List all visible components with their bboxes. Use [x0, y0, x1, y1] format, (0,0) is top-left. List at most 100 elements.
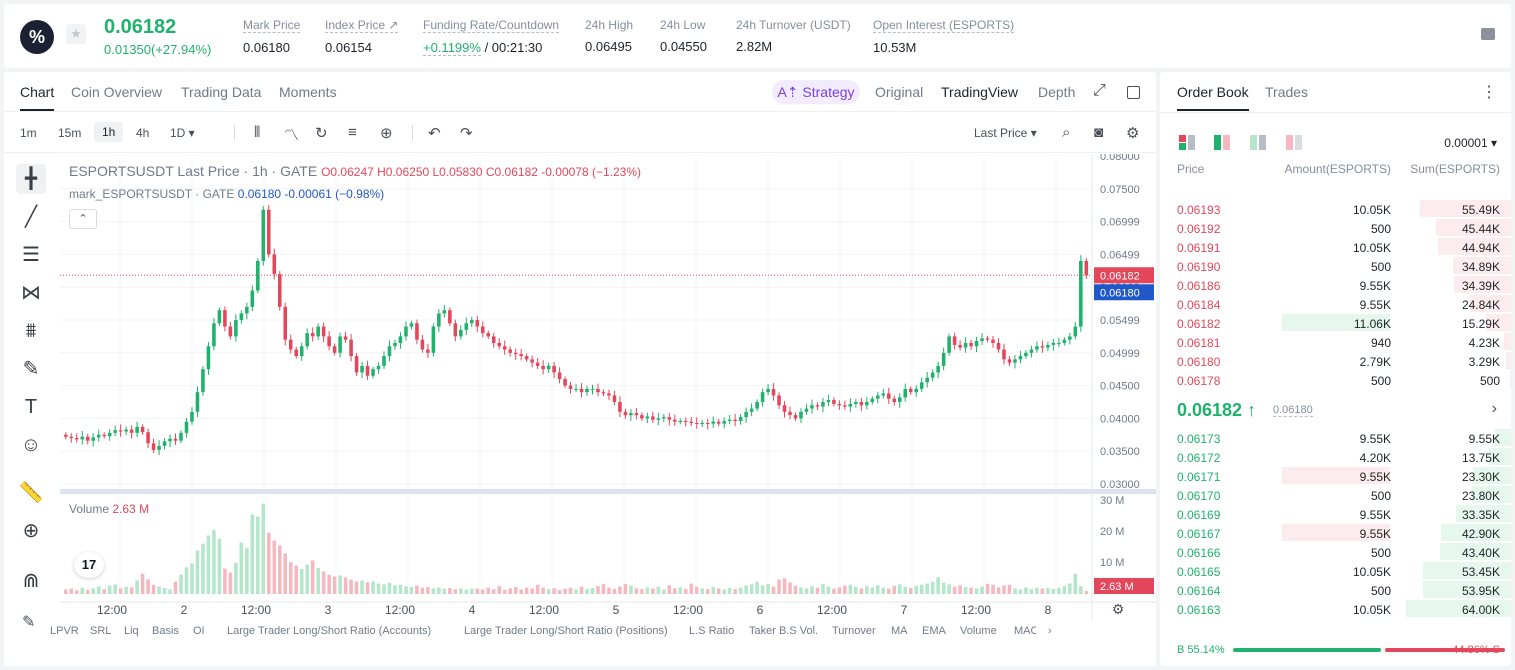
timeframe-1d[interactable]: 1D ▾: [170, 126, 195, 140]
indicator-lt-positions[interactable]: Large Trader Long/Short Ratio (Positions…: [464, 625, 668, 637]
window-icon[interactable]: [1127, 86, 1140, 99]
ruler-icon[interactable]: 📏: [18, 482, 44, 504]
candle-body: [678, 421, 683, 423]
bid-row[interactable]: 0.06169 9.55K 33.35K: [1160, 505, 1511, 524]
indicator-lpvr[interactable]: LPVR: [50, 625, 79, 637]
search-icon[interactable]: ⌕: [1062, 124, 1071, 141]
indicator-taker-vol[interactable]: Taker B.S Vol.: [749, 625, 819, 637]
indicator-ema[interactable]: EMA: [922, 625, 946, 637]
camera-icon[interactable]: ◙: [1094, 124, 1104, 141]
tab-trades[interactable]: Trades: [1265, 84, 1309, 100]
chevron-right-icon[interactable]: ›: [1491, 400, 1497, 417]
indicator-oi[interactable]: OI: [193, 625, 205, 637]
view-asks-icon[interactable]: [1250, 135, 1267, 150]
timeframe-4h[interactable]: 4h: [136, 126, 150, 140]
ask-row[interactable]: 0.06180 2.79K 3.29K: [1160, 352, 1511, 371]
templates-icon[interactable]: ≡: [348, 124, 357, 141]
ask-row[interactable]: 0.06193 10.05K 55.49K: [1160, 200, 1511, 219]
trend-line-icon[interactable]: ╱: [24, 206, 38, 228]
bid-row[interactable]: 0.06166 500 43.40K: [1160, 543, 1511, 562]
indicators-icon[interactable]: 〽: [284, 127, 300, 144]
view-tradingview[interactable]: TradingView: [941, 84, 1019, 100]
favorite-star-icon[interactable]: ★: [66, 24, 86, 44]
indicator-macd[interactable]: MACD: [1014, 625, 1036, 637]
crosshair-icon[interactable]: ╋: [16, 164, 46, 194]
redo-icon[interactable]: ↷: [460, 125, 473, 142]
ask-row[interactable]: 0.06184 9.55K 24.84K: [1160, 295, 1511, 314]
guide-book-icon[interactable]: [1481, 28, 1495, 40]
indicator-volume[interactable]: Volume: [960, 625, 997, 637]
ask-row[interactable]: 0.06182 11.06K 15.29K: [1160, 314, 1511, 333]
bid-row[interactable]: 0.06164 500 53.95K: [1160, 581, 1511, 600]
bid-row[interactable]: 0.06173 9.55K 9.55K: [1160, 429, 1511, 448]
indicator-liq[interactable]: Liq: [124, 625, 139, 637]
axis-settings-icon[interactable]: ⚙: [1112, 602, 1125, 618]
tab-chart[interactable]: Chart: [20, 84, 55, 111]
scroll-right-icon[interactable]: ›: [1048, 625, 1052, 637]
row-price: 0.06169: [1177, 508, 1221, 522]
view-both-icon[interactable]: [1179, 135, 1196, 150]
candle-body: [607, 393, 611, 396]
ask-row[interactable]: 0.06181 940 4.23K: [1160, 333, 1511, 352]
candle-type-icon[interactable]: ⫴: [254, 124, 261, 141]
ask-row[interactable]: 0.06178 500 500: [1160, 371, 1511, 390]
timeframe-1m[interactable]: 1m: [20, 126, 37, 140]
view-bids-icon[interactable]: [1214, 135, 1231, 150]
bid-row[interactable]: 0.06163 10.05K 64.00K: [1160, 600, 1511, 619]
bid-row[interactable]: 0.06172 4.20K 13.75K: [1160, 448, 1511, 467]
view-depth[interactable]: Depth: [1038, 84, 1076, 100]
ask-row[interactable]: 0.06190 500 34.89K: [1160, 257, 1511, 276]
more-options-icon[interactable]: ⋮: [1481, 84, 1497, 101]
pattern-icon[interactable]: ⋈: [21, 282, 41, 304]
text-icon[interactable]: T: [24, 396, 38, 418]
fib-icon[interactable]: ⩩: [25, 320, 37, 342]
tab-trading-data[interactable]: Trading Data: [181, 84, 262, 100]
alert-add-icon[interactable]: ⊕: [380, 125, 393, 142]
brush-icon[interactable]: ✎: [22, 358, 40, 380]
price-source-select[interactable]: Last Price ▾: [974, 126, 1037, 140]
magnet-icon[interactable]: ⋒: [22, 570, 40, 592]
indicator-ma[interactable]: MA: [891, 625, 908, 637]
bid-row[interactable]: 0.06167 9.55K 42.90K: [1160, 524, 1511, 543]
zoom-in-icon[interactable]: ⊕: [22, 520, 40, 542]
ask-row[interactable]: 0.06192 500 45.44K: [1160, 219, 1511, 238]
ask-row[interactable]: 0.06191 10.05K 44.94K: [1160, 238, 1511, 257]
indicator-turnover[interactable]: Turnover: [832, 625, 876, 637]
tab-moments[interactable]: Moments: [279, 84, 337, 100]
stat-label[interactable]: Open Interest (ESPORTS): [873, 18, 1015, 33]
bid-row[interactable]: 0.06165 10.05K 53.45K: [1160, 562, 1511, 581]
ask-row[interactable]: 0.06186 9.55K 34.39K: [1160, 276, 1511, 295]
candle-body: [184, 421, 189, 433]
volume-bar: [881, 587, 886, 594]
timeframe-1h[interactable]: 1h: [94, 122, 124, 142]
indicator-srl[interactable]: SRL: [90, 625, 112, 637]
tradingview-logo[interactable]: 17: [74, 552, 104, 578]
stat-label[interactable]: Mark Price: [243, 18, 301, 33]
settings-icon[interactable]: ⚙: [1126, 125, 1140, 142]
expand-icon[interactable]: ⤢: [1093, 82, 1106, 99]
indicator-basis[interactable]: Basis: [152, 625, 179, 637]
tab-coin-overview[interactable]: Coin Overview: [71, 84, 163, 100]
volume-bar: [914, 585, 918, 594]
timeframe-15m[interactable]: 15m: [58, 126, 82, 140]
channel-icon[interactable]: ☰: [22, 244, 40, 266]
view-original[interactable]: Original: [875, 84, 924, 100]
indicator-ls-ratio[interactable]: L.S Ratio: [689, 625, 735, 637]
volume-bar: [234, 562, 238, 594]
bid-row[interactable]: 0.06171 9.55K 23.30K: [1160, 467, 1511, 486]
view-depth-icon[interactable]: [1286, 135, 1303, 150]
stat-label[interactable]: Index Price ↗: [325, 18, 399, 33]
collapse-legend-button[interactable]: ⌃: [69, 209, 97, 229]
indicator-lt-accounts[interactable]: Large Trader Long/Short Ratio (Accounts): [227, 625, 432, 637]
volume-tick-label: 10 M: [1100, 557, 1124, 569]
precision-select[interactable]: 0.00001 ▾: [1444, 136, 1497, 150]
replay-icon[interactable]: ↻: [315, 125, 328, 142]
stat-label[interactable]: Funding Rate/Countdown: [423, 18, 560, 33]
edit-pencil-icon[interactable]: ✎: [22, 614, 36, 631]
undo-icon[interactable]: ↶: [428, 125, 441, 142]
tab-order-book[interactable]: Order Book: [1177, 84, 1249, 111]
bid-row[interactable]: 0.06170 500 23.80K: [1160, 486, 1511, 505]
strategy-button[interactable]: A⇡ Strategy: [772, 80, 860, 104]
emoji-icon[interactable]: ☺: [20, 434, 42, 456]
price-chart[interactable]: 0.080000.075000.069990.064990.059990.054…: [60, 154, 1156, 620]
